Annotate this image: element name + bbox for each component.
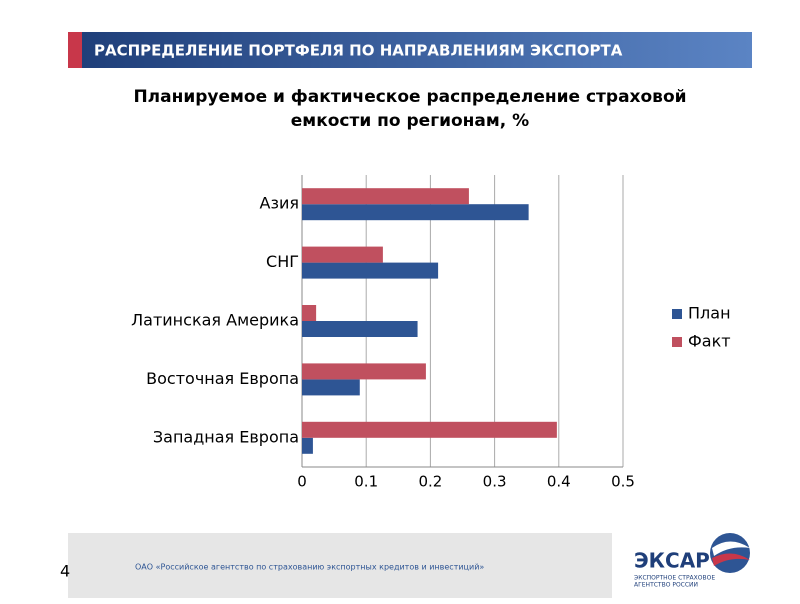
- logo-sub: АГЕНТСТВО РОССИИ: [634, 582, 698, 589]
- x-tick-label: 0.5: [611, 473, 635, 491]
- footer-company: ОАО «Российское агентство по страхованию…: [135, 563, 484, 572]
- footer-bar: [68, 533, 612, 598]
- x-tick-label: 0.4: [547, 473, 571, 491]
- bar: [302, 321, 418, 337]
- x-tick-label: 0.2: [418, 473, 442, 491]
- y-tick-label: Азия: [260, 194, 299, 213]
- page-number: 4: [60, 562, 70, 581]
- logo-text: ЭКСАР: [634, 549, 710, 573]
- x-tick-label: 0: [297, 473, 307, 491]
- legend-label: Факт: [688, 332, 731, 351]
- y-tick-label: СНГ: [266, 252, 299, 271]
- y-tick-label: Западная Европа: [153, 427, 299, 446]
- x-tick-label: 0.3: [483, 473, 507, 491]
- x-tick-label: 0.1: [354, 473, 378, 491]
- header-accent: [68, 32, 82, 68]
- logo-sub: ЭКСПОРТНОЕ СТРАХОВОЕ: [634, 575, 715, 582]
- logo-swoosh: [712, 541, 750, 556]
- bar: [302, 188, 469, 205]
- bar: [302, 363, 426, 380]
- logo-globe: [710, 533, 750, 573]
- bar: [302, 305, 317, 321]
- chart-title: емкости по регионам, %: [291, 111, 529, 131]
- bar: [302, 437, 313, 454]
- bar: [302, 246, 383, 263]
- logo-swoosh: [712, 553, 750, 566]
- legend-label: План: [688, 304, 731, 323]
- bar: [302, 204, 529, 221]
- bar: [302, 379, 360, 396]
- y-tick-label: Латинская Америка: [131, 311, 299, 330]
- bar: [302, 421, 557, 438]
- bar: [302, 262, 439, 279]
- header-title: РАСПРЕДЕЛЕНИЕ ПОРТФЕЛЯ ПО НАПРАВЛЕНИЯМ Э…: [94, 42, 623, 60]
- header-bar: [82, 32, 752, 68]
- chart-title: Планируемое и фактическое распределение …: [133, 87, 686, 107]
- y-tick-label: Восточная Европа: [146, 369, 299, 388]
- legend-swatch: [672, 337, 682, 347]
- legend-swatch: [672, 309, 682, 319]
